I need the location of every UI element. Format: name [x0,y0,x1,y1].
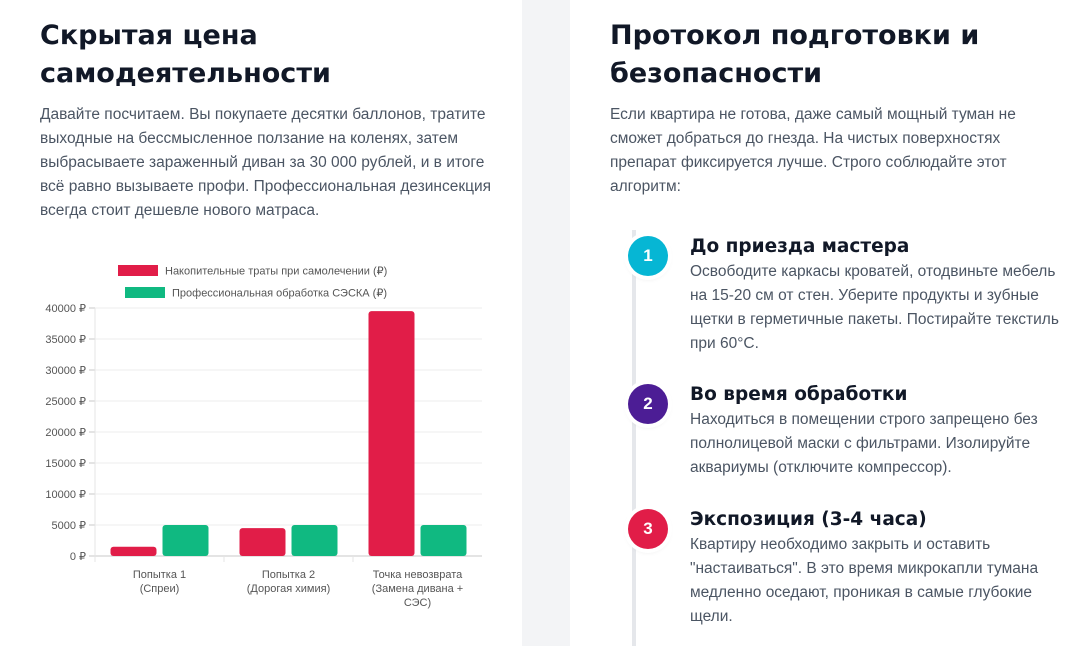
x-tick-label-3: Точка невозврата [373,569,463,581]
cost-panel-description: Давайте посчитаем. Вы покупаете десятки … [40,106,492,219]
y-tick-label: 25000 ₽ [45,396,86,408]
bar-pro-3 [420,525,467,556]
x-tick-label-1: Попытка 1 [133,569,186,581]
legend-swatch-1 [118,265,158,276]
y-tick-label: 20000 ₽ [45,427,86,439]
y-tick-label: 35000 ₽ [45,334,86,346]
legend-swatch-2 [125,287,165,298]
step-title-1: До приезда мастера [690,236,910,257]
step-badge-1: 1 [628,236,668,276]
y-tick-label: 40000 ₽ [45,303,86,315]
step-text-2: Находиться в помещении строго запрещено … [690,411,1038,476]
protocol-panel: Протокол подготовки и безопасности Если … [570,0,1088,646]
cost-panel: Скрытая цена самодеятельности Давайте по… [0,0,522,646]
cost-comparison-chart: Накопительные траты при самолечении (₽) П… [45,265,482,609]
y-tick-label: 10000 ₽ [45,489,86,501]
x-tick-label-3: (Замена дивана + [372,583,463,595]
bar-self-1 [110,546,157,556]
step-title-2: Во время обработки [690,384,908,405]
step-text-3: Квартиру необходимо закрыть и оставить "… [690,536,1039,625]
cost-panel-title: Скрытая цена самодеятельности [40,20,331,89]
step-title-3: Экспозиция (3-4 часа) [690,509,927,530]
timeline-line [632,230,636,646]
y-tick-label: 0 ₽ [70,551,86,563]
bar-pro-2 [291,525,338,556]
protocol-panel-title: Протокол подготовки и безопасности [610,20,980,89]
bar-self-2 [239,528,286,556]
x-tick-label-2: Попытка 2 [262,569,315,581]
bar-self-3 [368,311,415,556]
y-tick-label: 5000 ₽ [51,520,86,532]
bar-pro-1 [162,525,209,556]
x-tick-label-1: (Спреи) [140,583,180,595]
y-tick-label: 30000 ₽ [45,365,86,377]
step-text-1: Освободите каркасы кроватей, отодвиньте … [690,263,1059,352]
step-badge-3: 3 [628,509,668,549]
x-tick-label-2: (Дорогая химия) [247,583,330,595]
y-tick-label: 15000 ₽ [45,458,86,470]
x-tick-label-3: СЭС) [404,597,431,609]
step-badge-2: 2 [628,384,668,424]
protocol-panel-description: Если квартира не готова, даже самый мощн… [610,106,1016,195]
legend-label-1: Накопительные траты при самолечении (₽) [165,266,387,278]
legend-label-2: Профессиональная обработка СЭСКА (₽) [172,288,387,300]
